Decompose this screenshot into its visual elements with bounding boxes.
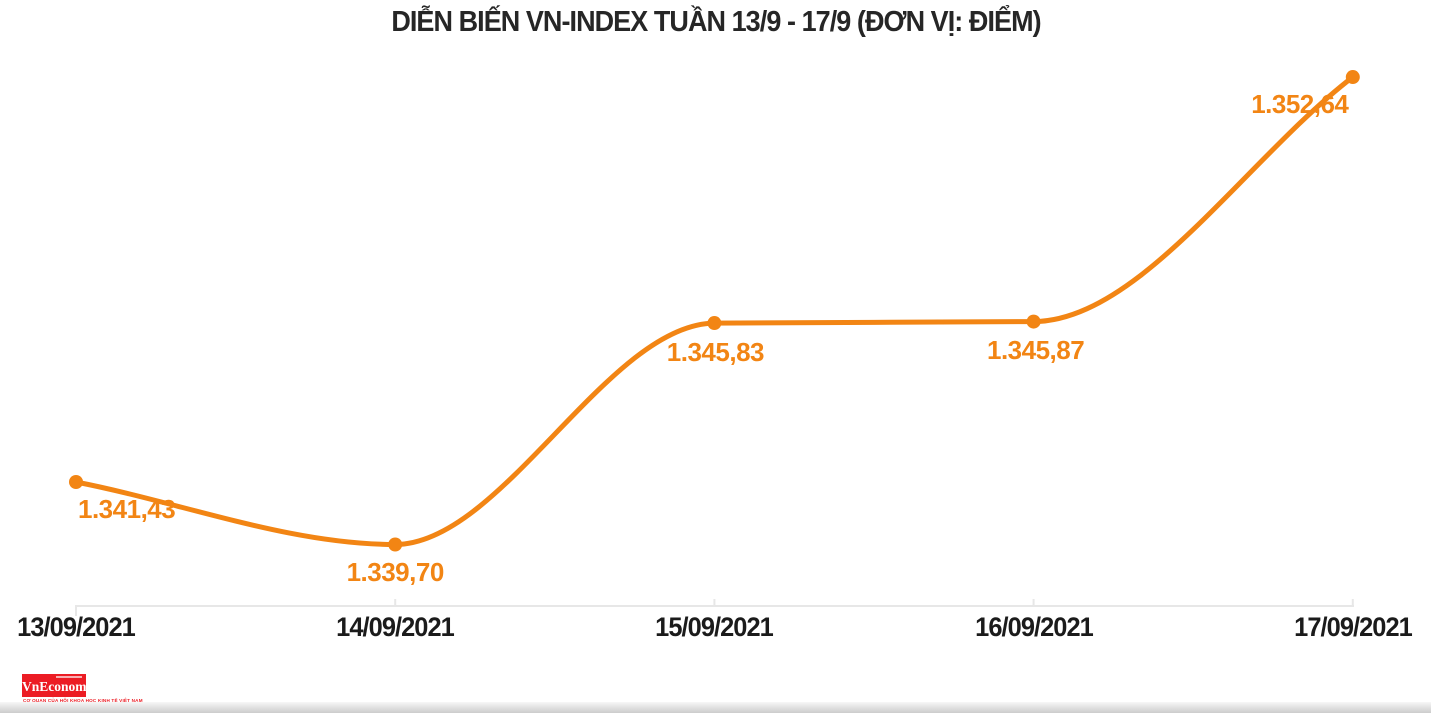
chart-title: DIỄN BIẾN VN-INDEX TUẦN 13/9 - 17/9 (ĐƠN… (390, 6, 1041, 38)
vneconomy-tagline: CƠ QUAN CỦA HỘI KHOA HỌC KINH TẾ VIỆT NA… (23, 698, 143, 703)
x-axis-label: 15/09/2021 (655, 612, 775, 642)
series-line-path (73, 74, 1356, 548)
data-point-dot (69, 475, 83, 489)
x-axis-label: 16/09/2021 (974, 612, 1094, 642)
x-axis-label: 17/09/2021 (1293, 612, 1413, 642)
point-value-label: 1.352,64 (1251, 89, 1349, 120)
data-points (69, 70, 1360, 552)
point-value-label: 1.339,70 (346, 557, 445, 588)
data-point-dot (1026, 314, 1041, 329)
vneconomy-logo-text: VnEconomy (22, 679, 94, 694)
vneconomy-logo: VnEconomy (22, 674, 94, 697)
point-value-label: 1.345,83 (666, 337, 765, 368)
x-axis (75, 599, 1354, 616)
data-point-dot (1345, 70, 1360, 85)
data-point-dot (707, 316, 722, 331)
point-value-label: 1.345,87 (986, 334, 1085, 365)
data-point-dot (388, 537, 403, 552)
point-value-label: 1.341,43 (78, 494, 176, 524)
x-axis-label: 14/09/2021 (336, 612, 455, 642)
bottom-edge-strip (0, 702, 1431, 713)
x-axis-label: 13/09/2021 (17, 612, 136, 642)
